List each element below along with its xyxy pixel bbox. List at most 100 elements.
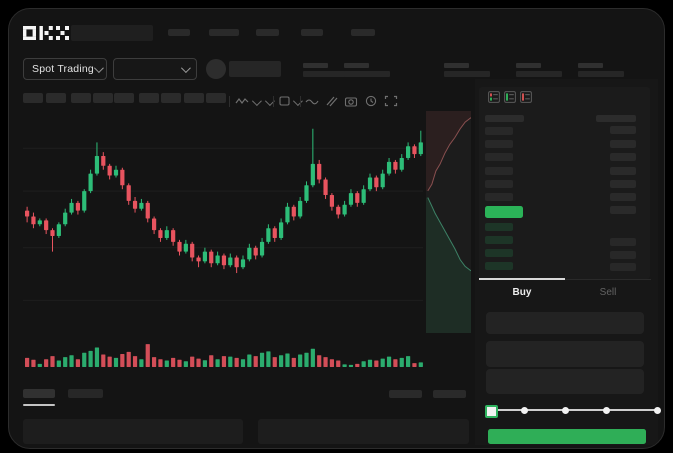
market-selector-chevron-icon [93, 62, 104, 73]
orderbook-depth-value[interactable] [610, 193, 636, 201]
candle-body [171, 230, 176, 242]
candle-body [183, 243, 188, 252]
candlestick-chart[interactable] [23, 109, 471, 371]
timeframe-button-placeholder[interactable] [184, 93, 204, 103]
ticker-stat-value-placeholder [344, 71, 390, 77]
bottom-tab-placeholder[interactable] [23, 389, 55, 398]
template-chevron-icon[interactable] [292, 96, 303, 107]
line-tool-icon[interactable] [305, 95, 319, 107]
candle-body [88, 173, 93, 192]
timeframe-button-placeholder[interactable] [23, 93, 43, 103]
bottom-action-placeholder[interactable] [389, 390, 422, 398]
orderbook-depth-value[interactable] [610, 126, 636, 134]
order-amount-field[interactable] [486, 341, 644, 367]
orderbook-bid-row[interactable] [485, 262, 513, 270]
orderbook-ask-row[interactable] [485, 193, 513, 201]
timeframe-button-placeholder[interactable] [93, 93, 113, 103]
fullscreen-icon[interactable] [384, 95, 398, 107]
draw-tool-icon[interactable] [324, 95, 338, 107]
volume-bar [101, 354, 106, 367]
candle-body [348, 193, 354, 205]
orderbook-depth-value[interactable] [610, 180, 636, 188]
okx-logo[interactable] [23, 26, 69, 40]
candle-body [247, 247, 252, 260]
volume-bar [31, 359, 36, 367]
orderbook-bid-row[interactable] [485, 223, 513, 231]
chart-type-chevron-icon[interactable] [251, 96, 262, 107]
orderbook-ask-row[interactable] [485, 153, 513, 161]
history-clock-icon[interactable] [364, 95, 378, 107]
depth-panel [426, 111, 471, 333]
orderbook-depth-value[interactable] [610, 251, 636, 259]
slider-stop-dot[interactable] [561, 406, 569, 414]
depth-asks-line [427, 117, 471, 192]
orderbook-header-placeholder [596, 115, 636, 122]
candle-body [234, 257, 239, 268]
bottom-action-placeholder[interactable] [433, 390, 466, 398]
orderbook-bid-row[interactable] [485, 236, 513, 244]
toolbar-separator [300, 96, 301, 107]
slider-stop-dot[interactable] [520, 406, 528, 414]
tab-buy[interactable]: Buy [512, 287, 532, 298]
volume-bar [310, 348, 315, 367]
market-type-dropdown[interactable]: Spot Trading [23, 58, 107, 80]
orderbook-ask-row[interactable] [485, 180, 513, 188]
orderbook-depth-value[interactable] [610, 153, 636, 161]
volume-bar [132, 356, 138, 367]
volume-bar [25, 357, 30, 367]
timeframe-button-placeholder[interactable] [139, 93, 159, 103]
candle-body [266, 228, 271, 242]
order-price-field[interactable] [486, 312, 644, 334]
ticker-stat-value-placeholder [516, 71, 562, 77]
amount-slider-track[interactable] [490, 409, 657, 411]
volume-bar [329, 359, 334, 367]
nav-item-placeholder[interactable] [351, 29, 375, 36]
volume-bar [298, 354, 303, 367]
nav-item-placeholder[interactable] [301, 29, 323, 36]
nav-item-placeholder[interactable] [256, 29, 279, 36]
orderbook-depth-value[interactable] [610, 206, 636, 214]
slider-handle-active[interactable] [485, 405, 498, 418]
candle-body [215, 255, 220, 264]
orderbook-ask-row[interactable] [485, 140, 513, 148]
template-icon[interactable] [278, 95, 292, 107]
volume-bar [215, 359, 220, 367]
orderbook-bid-row[interactable] [485, 249, 513, 257]
buy-submit-button[interactable] [488, 429, 646, 444]
volume-bar [336, 360, 341, 367]
orderbook-depth-value[interactable] [610, 140, 636, 148]
nav-item-placeholder[interactable] [209, 29, 239, 36]
chart-type-icon[interactable] [235, 95, 249, 107]
candle-body [291, 206, 296, 217]
volume-bar [190, 356, 195, 367]
orderbook-ask-row[interactable] [485, 127, 513, 135]
book-bids-view-icon[interactable] [504, 91, 516, 103]
orderbook-last-price[interactable] [485, 206, 523, 218]
volume-bar [171, 357, 176, 367]
bottom-tab-underline [23, 404, 55, 406]
orderbook-depth-value[interactable] [610, 238, 636, 246]
timeframe-button-placeholder[interactable] [114, 93, 134, 103]
slider-stop-dot[interactable] [602, 406, 610, 414]
book-combined-view-icon[interactable] [488, 91, 500, 103]
nav-item-placeholder[interactable] [168, 29, 190, 36]
timeframe-button-placeholder[interactable] [206, 93, 226, 103]
timeframe-button-placeholder[interactable] [71, 93, 91, 103]
timeframe-button-placeholder[interactable] [161, 93, 181, 103]
volume-bar [145, 344, 150, 367]
timeframe-button-placeholder[interactable] [46, 93, 66, 103]
pair-selector-dropdown[interactable] [113, 58, 197, 80]
volume-bar [285, 353, 290, 367]
slider-stop-dot[interactable] [653, 406, 661, 414]
order-total-field[interactable] [486, 369, 644, 394]
tab-sell[interactable]: Sell [599, 287, 617, 298]
bottom-tab-placeholder[interactable] [68, 389, 103, 398]
volume-bar [317, 355, 322, 367]
candle-body [113, 169, 119, 176]
camera-icon[interactable] [344, 95, 358, 107]
book-asks-view-icon[interactable] [520, 91, 532, 103]
orderbook-depth-value[interactable] [610, 167, 636, 175]
candle-body [367, 177, 373, 190]
orderbook-depth-value[interactable] [610, 263, 636, 271]
orderbook-ask-row[interactable] [485, 167, 513, 175]
